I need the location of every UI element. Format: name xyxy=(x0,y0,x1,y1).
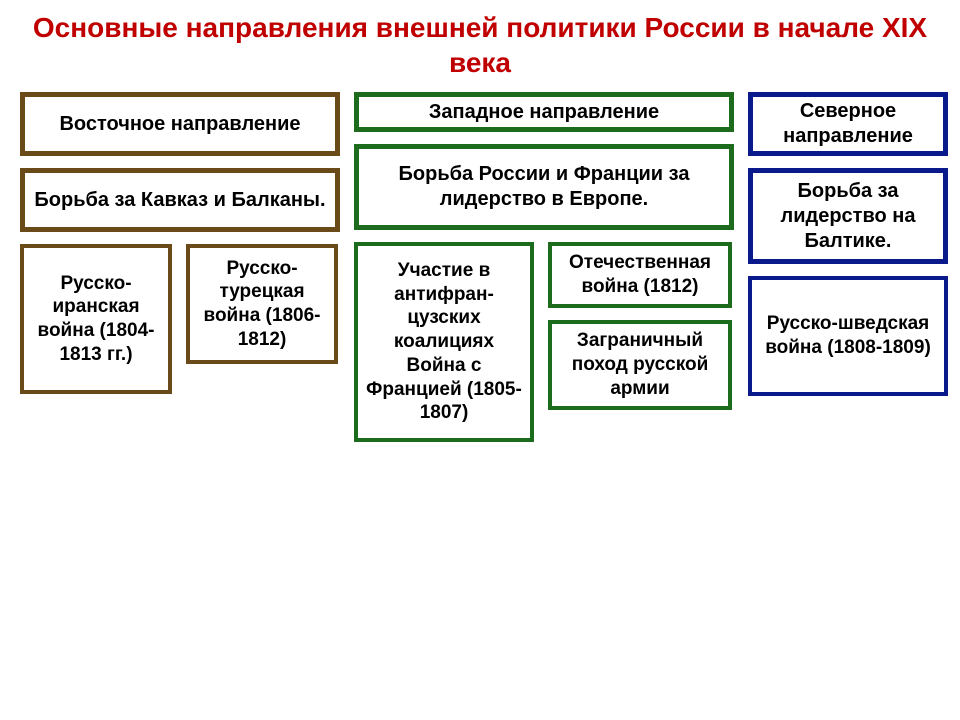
columns-container: Восточное направление Борьба за Кавказ и… xyxy=(20,92,940,442)
diagram-title: Основные направления внешней политики Ро… xyxy=(20,10,940,80)
column-north: Северное направление Борьба за лидерство… xyxy=(748,92,948,396)
west-direction: Западное направление xyxy=(354,92,734,132)
east-struggle: Борьба за Кавказ и Балканы. xyxy=(20,168,340,232)
column-east: Восточное направление Борьба за Кавказ и… xyxy=(20,92,340,394)
east-event-turkish-war: Русско-турецкая война (1806-1812) xyxy=(186,244,338,364)
west-event-foreign-campaign: Заграничный поход русской армии xyxy=(548,320,732,410)
west-event-coalitions: Участие в антифран-цузских коалициях Вой… xyxy=(354,242,534,442)
west-event-patriotic-war: Отечественная война (1812) xyxy=(548,242,732,308)
east-event-iranian-war: Русско-иранская война (1804-1813 гг.) xyxy=(20,244,172,394)
north-struggle: Борьба за лидерство на Балтике. xyxy=(748,168,948,264)
column-west: Западное направление Борьба России и Фра… xyxy=(354,92,734,442)
west-right-subcolumn: Отечественная война (1812) Заграничный п… xyxy=(548,242,732,442)
east-direction: Восточное направление xyxy=(20,92,340,156)
west-struggle: Борьба России и Франции за лидерство в Е… xyxy=(354,144,734,230)
west-events-row: Участие в антифран-цузских коалициях Вой… xyxy=(354,242,734,442)
north-direction: Северное направление xyxy=(748,92,948,156)
east-events-row: Русско-иранская война (1804-1813 гг.) Ру… xyxy=(20,244,340,394)
north-event-swedish-war: Русско-шведская война (1808-1809) xyxy=(748,276,948,396)
